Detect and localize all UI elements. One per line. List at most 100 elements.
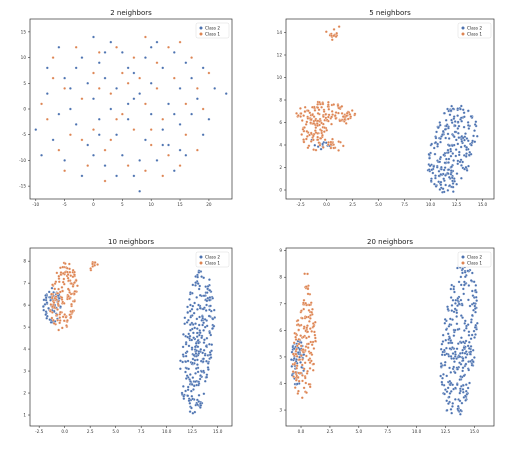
plot-frame (29, 18, 233, 200)
class-1-point (294, 335, 297, 339)
class-2-point (438, 160, 442, 164)
x-tick-label: 7.5 (401, 202, 408, 207)
class-1-point (303, 105, 307, 109)
class-2-point (464, 326, 468, 330)
class-2-point (455, 182, 459, 186)
class-2-point (456, 107, 460, 110)
class-1-point (319, 136, 323, 140)
class-1-point (300, 396, 304, 400)
class-2-point (203, 379, 207, 383)
class-2-point (445, 390, 449, 394)
class-1-point (308, 317, 312, 320)
class-1-point (306, 324, 309, 328)
class-2-point (120, 153, 124, 157)
class-2-point (208, 298, 211, 302)
class-2-point (452, 310, 456, 314)
class-1-point (345, 114, 349, 118)
class-1-point (161, 174, 165, 178)
class-2-point (208, 278, 211, 282)
y-tick-label: 4 (279, 381, 282, 386)
class-2-point (435, 130, 438, 134)
x-tick-label: -10 (32, 202, 39, 207)
x-tick-label: -5 (63, 202, 68, 207)
class-2-point (448, 317, 452, 321)
class-2-point (63, 159, 67, 162)
class-1-point (310, 310, 314, 314)
class-2-point (197, 287, 201, 291)
class-2-point (451, 185, 455, 189)
class-1-point (350, 109, 354, 112)
class-2-point (461, 136, 465, 140)
class-1-point (144, 169, 147, 173)
class-1-point (302, 307, 306, 311)
class-2-point (472, 356, 476, 359)
class-1-point (306, 369, 309, 373)
class-1-point (324, 112, 328, 116)
class-2-point (468, 352, 472, 356)
class-2-point (460, 119, 464, 123)
class-2-point (455, 315, 459, 318)
class-2-point (191, 397, 195, 401)
class-2-point (457, 124, 461, 128)
class-2-point (460, 164, 463, 167)
class-2-point (458, 355, 462, 359)
class-1-point (305, 354, 308, 358)
class-2-point (449, 109, 453, 113)
class-2-point (438, 123, 442, 127)
class-2-point (186, 311, 190, 314)
class-2-point (467, 333, 471, 337)
class-1-point (331, 113, 335, 116)
class-1-point (311, 368, 315, 372)
class-1-point (71, 285, 75, 288)
class-2-point (192, 336, 196, 340)
class-2-point (443, 318, 447, 321)
class-2-point (186, 305, 189, 309)
class-2-point (187, 344, 191, 348)
class-2-point (196, 282, 200, 286)
class-1-point (195, 87, 199, 90)
class-2-point (458, 352, 462, 355)
class-2-point (443, 166, 447, 169)
class-2-point (460, 401, 464, 405)
class-2-point (224, 92, 228, 95)
class-1-point (309, 359, 313, 363)
class-1-point (341, 144, 345, 148)
class-2-point (444, 174, 447, 177)
class-2-point (191, 304, 195, 308)
class-1-point (327, 141, 330, 144)
class-2-point (453, 307, 457, 311)
class-2-point (204, 285, 208, 289)
class-2-point (474, 120, 478, 124)
class-1-point (58, 310, 62, 314)
class-2-point (461, 160, 465, 164)
class-2-point (443, 353, 447, 357)
class-1-point (322, 130, 326, 134)
class-2-point (471, 294, 475, 298)
class-1-point (60, 326, 64, 330)
x-tick-label: 15.0 (213, 429, 223, 434)
class-2-point (178, 87, 182, 90)
class-1-point (299, 334, 303, 338)
class-2-point (464, 383, 468, 387)
class-2-point (448, 184, 452, 187)
class-2-point (465, 324, 468, 328)
class-2-point (474, 295, 478, 299)
legend-marker (199, 261, 203, 265)
class-1-point (51, 76, 55, 80)
class-1-point (307, 358, 311, 362)
class-2-point (182, 394, 186, 398)
class-2-point (475, 134, 479, 138)
class-1-point (297, 389, 300, 393)
class-1-point (313, 129, 317, 133)
class-1-point (74, 279, 78, 282)
class-2-point (182, 332, 185, 336)
class-2-point (459, 408, 463, 412)
class-1-point (50, 316, 54, 320)
class-2-point (468, 304, 472, 308)
class-2-point (188, 401, 192, 405)
class-2-point (454, 298, 458, 302)
x-tick-label: 10.0 (426, 202, 436, 207)
class-2-point (178, 367, 182, 371)
class-2-point (453, 386, 457, 390)
x-tick-label: 2.5 (349, 202, 356, 207)
